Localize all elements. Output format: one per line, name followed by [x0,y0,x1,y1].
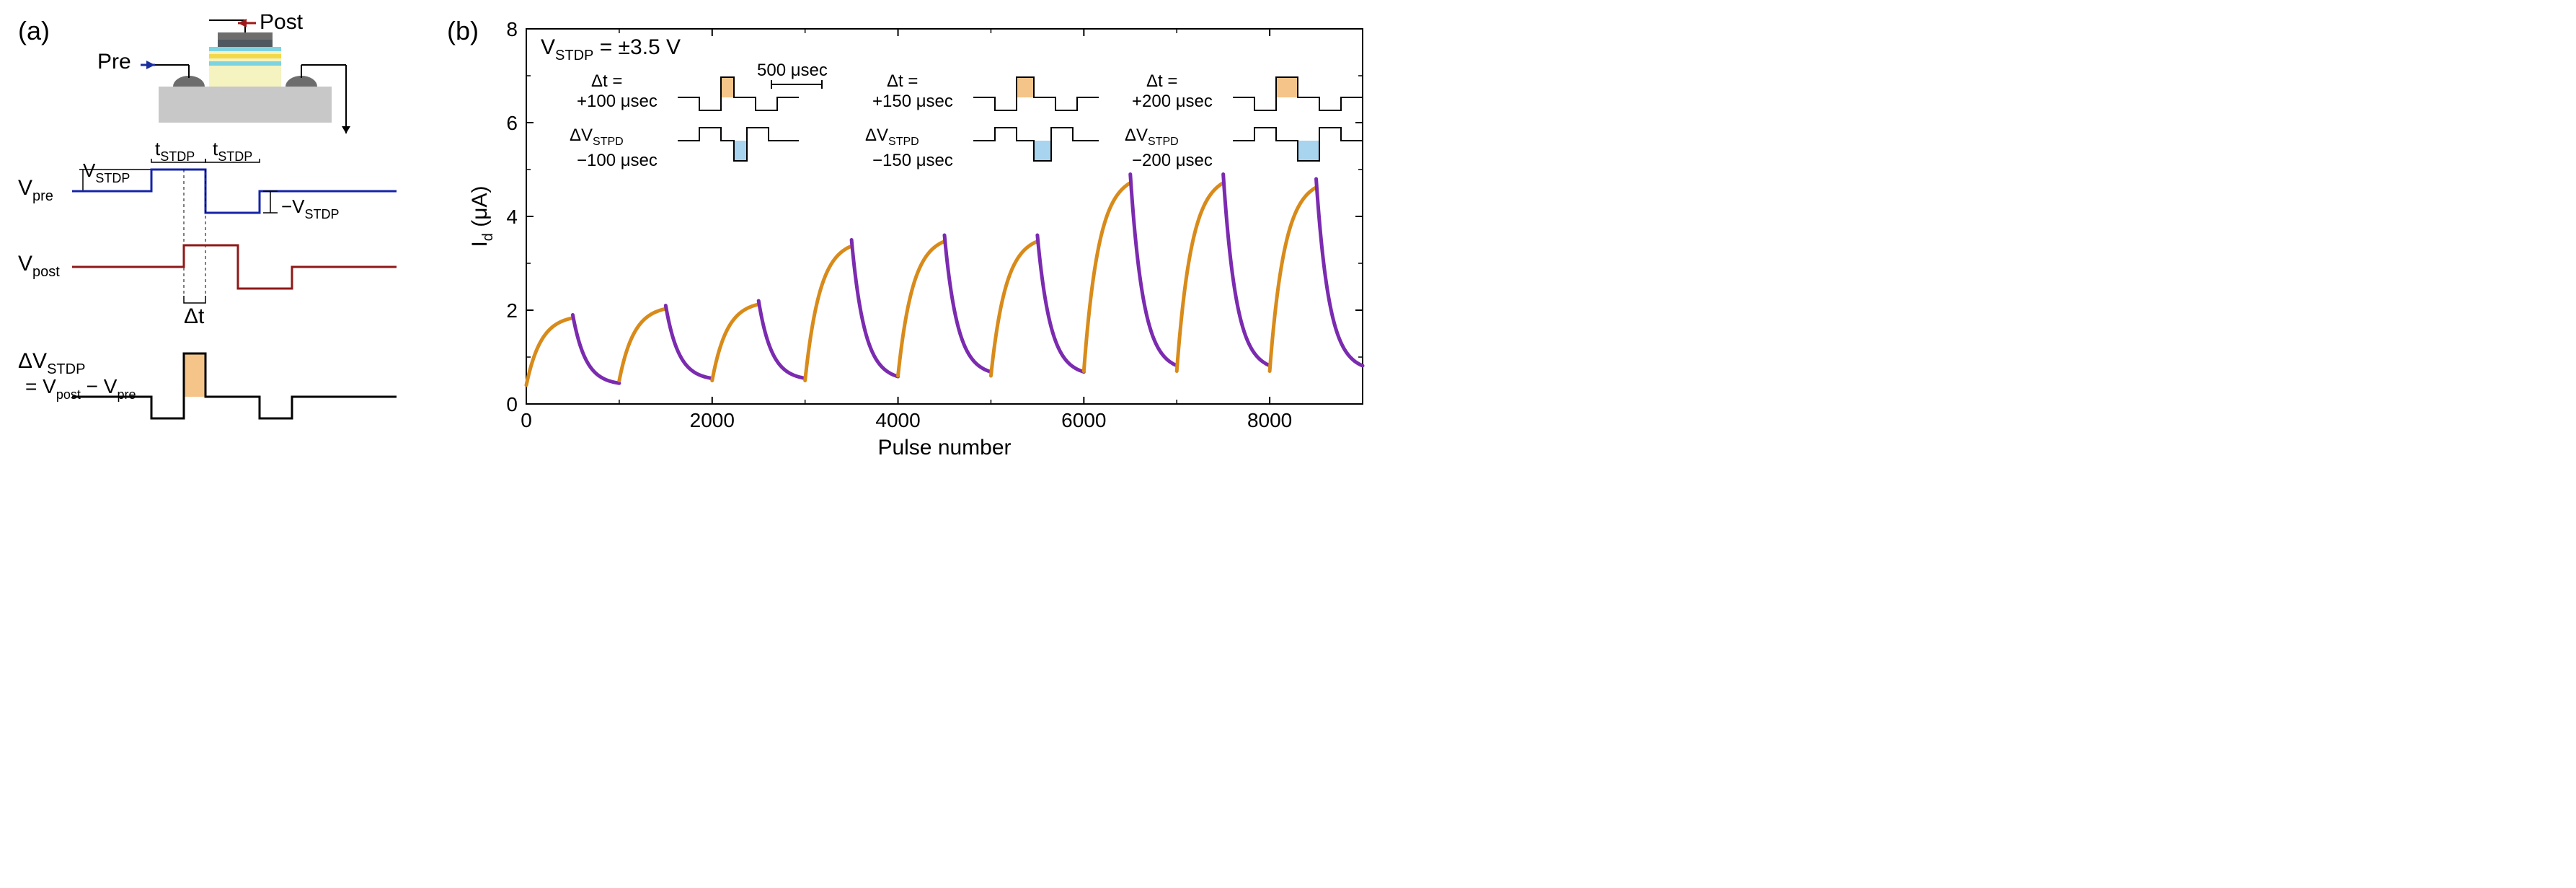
vpost-waveform: Vpost [18,245,397,289]
fall-trace [1130,175,1177,366]
ytick-label: 0 [506,393,518,416]
substrate [159,87,332,123]
dvstdp-waveform: ΔVSTDP = Vpost − Vpre [18,349,397,418]
ytick-label: 2 [506,299,518,322]
x-axis-label: Pulse number [877,436,1011,460]
svg-text:Δt =: Δt = [591,71,622,91]
ytick-label: 6 [506,112,518,134]
rise-trace [712,304,758,381]
vpost-text: Vpost [18,252,60,280]
inset-dv-label: ΔVSTPD [570,126,624,148]
inset-waveform: Δt =+150 μsec −150 μsec ΔVSTPD [865,71,1099,170]
vstdp-text: VSTDP [83,159,130,185]
device-schematic [144,20,350,133]
panel-a: (a) [14,14,418,465]
ytick-label: 8 [506,18,518,40]
dt-bracket: Δt [184,296,205,328]
xtick-label: 8000 [1247,409,1292,431]
pre-arrow-icon [146,61,155,69]
post-label: Post [260,14,304,34]
rise-trace [991,242,1037,376]
fall-trace [665,306,712,379]
inset-waveform: Δt =+100 μsec −100 μsec ΔVSTPD 500 μsec [570,61,828,170]
svg-text:Δt =: Δt = [887,71,918,91]
svg-text:+150 μsec: +150 μsec [872,92,953,111]
plot-frame [526,29,1363,404]
rise-trace [619,309,665,380]
inset-dv-label: ΔVSTPD [865,126,919,148]
inset-dv-label: ΔVSTPD [1125,126,1179,148]
rise-trace [1270,188,1316,372]
ground-icon [342,126,350,133]
svg-text:−150 μsec: −150 μsec [872,151,953,170]
svg-text:Δt =: Δt = [1146,71,1177,91]
panel-a-svg: (a) [14,14,418,462]
fall-trace [572,315,619,384]
vpre-text: Vpre [18,176,53,204]
panel-a-label: (a) [18,16,50,45]
tstdp-text-1: tSTDP [155,138,195,164]
fall-trace [1316,179,1363,366]
fall-trace [944,235,991,372]
inset-waveform: Δt =+200 μsec −200 μsec ΔVSTPD [1125,71,1363,170]
dvstdp-text: ΔVSTDP [18,349,85,377]
rise-trace [526,318,572,385]
ytick-label: 4 [506,206,518,228]
tstdp-text-2: tSTDP [213,138,252,164]
rise-trace [1084,183,1130,371]
xtick-label: 4000 [875,409,920,431]
fall-trace [1223,175,1270,366]
panel-b-label: (b) [447,16,479,45]
fall-trace [1037,235,1084,372]
vpre-waveform: Vpre VSTDP tSTDP tSTDP −VSTDP [18,138,397,296]
dt-text: Δt [184,304,205,328]
neg-vstdp-text: −VSTDP [281,195,340,221]
xtick-label: 6000 [1061,409,1106,431]
rise-trace [805,246,851,380]
fall-trace [851,240,898,377]
svg-text:+200 μsec: +200 μsec [1132,92,1213,111]
panel-b: (b) 0 2000 4000 6000 8000 0 2 4 6 8 Pulse number Id… [447,14,1384,465]
pre-label: Pre [97,50,131,74]
svg-text:−200 μsec: −200 μsec [1132,151,1213,170]
rise-trace [1177,183,1223,371]
rise-trace [898,242,944,376]
fall-trace [758,301,805,378]
scale-bar-text: 500 μsec [757,61,828,80]
y-axis-label: Id (μA) [468,185,496,247]
xtick-label: 0 [521,409,532,431]
chart-condition-text: VSTDP = ±3.5 V [541,35,681,63]
svg-text:+100 μsec: +100 μsec [577,92,658,111]
panel-b-svg: (b) 0 2000 4000 6000 8000 0 2 4 6 8 Pulse number Id… [447,14,1384,462]
channel [209,47,281,87]
svg-text:−100 μsec: −100 μsec [577,151,658,170]
figure-container: (a) [14,14,2562,465]
xtick-label: 2000 [690,409,735,431]
